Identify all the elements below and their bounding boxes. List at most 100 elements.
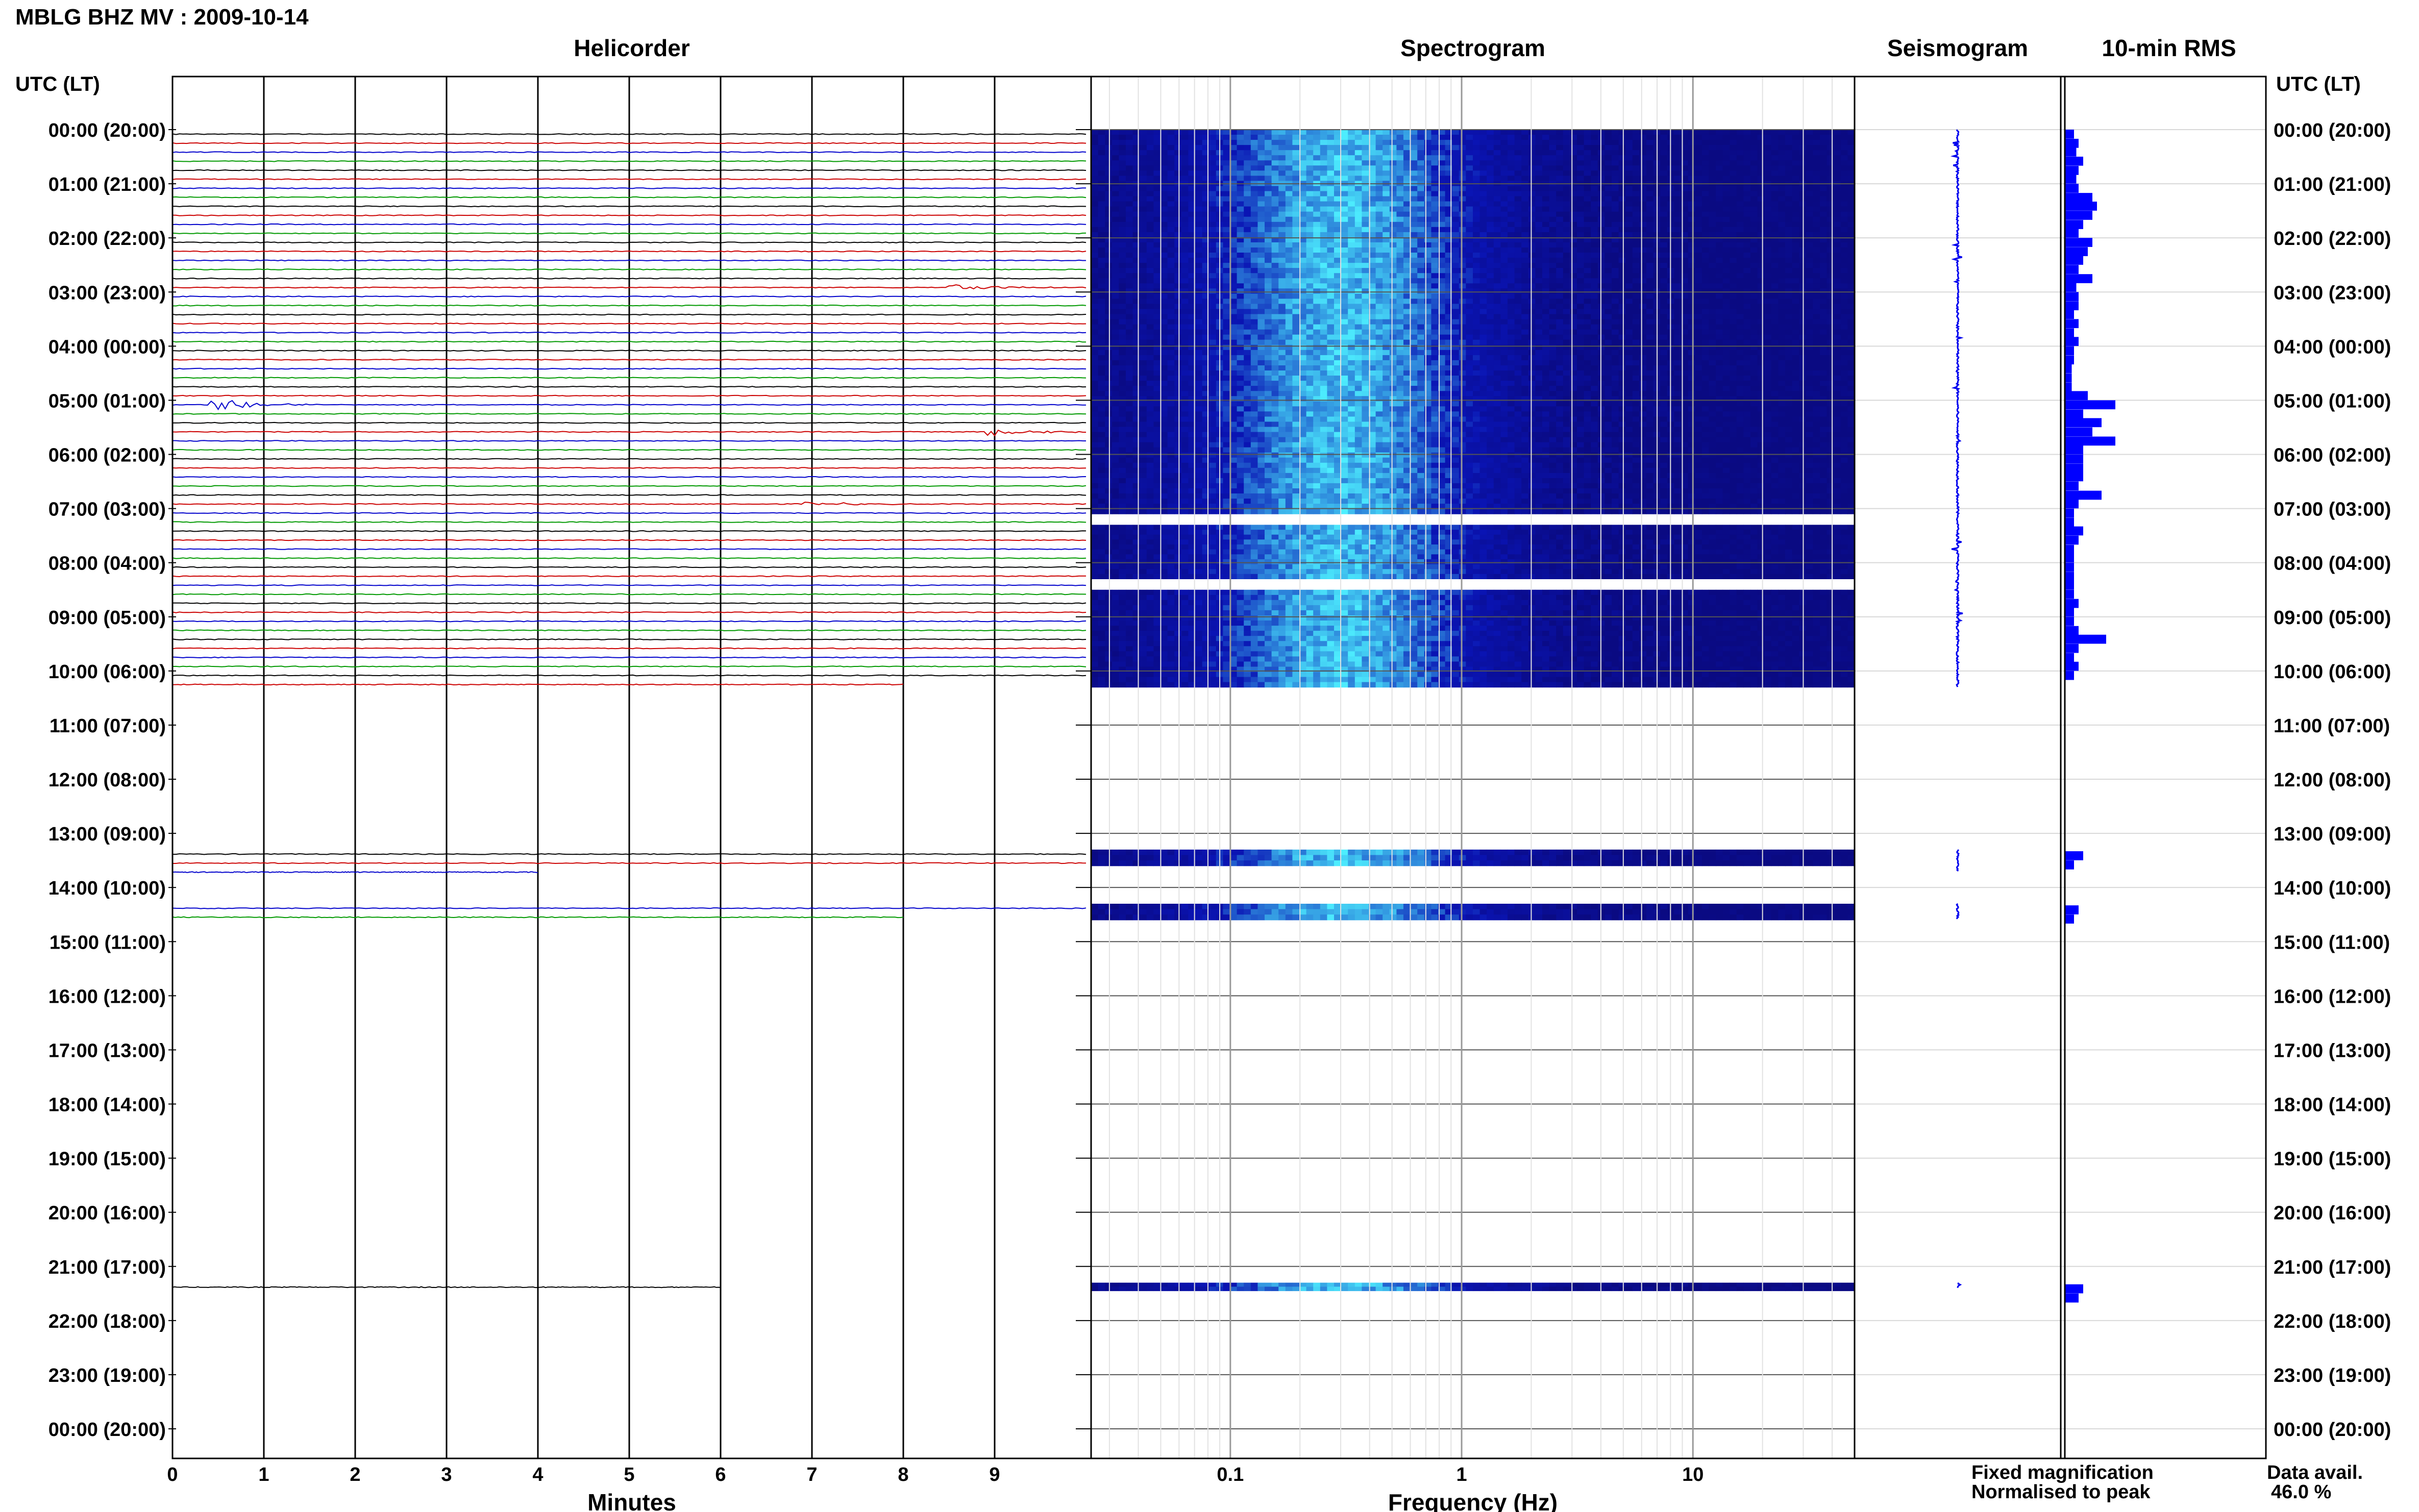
spectrogram-cell xyxy=(1153,293,1161,299)
spectrogram-cell xyxy=(1514,339,1522,345)
spectrogram-cell xyxy=(1313,196,1321,202)
spectrogram-cell xyxy=(1140,242,1147,248)
spectrogram-cell xyxy=(1098,201,1105,207)
spectrogram-cell xyxy=(1563,170,1570,176)
spectrogram-cell xyxy=(1521,319,1529,325)
spectrogram-cell xyxy=(1424,150,1431,156)
spectrogram-cell xyxy=(1105,263,1113,268)
spectrogram-cell xyxy=(1140,329,1147,335)
spectrogram-cell xyxy=(1459,242,1466,248)
spectrogram-cell xyxy=(1140,186,1147,192)
spectrogram-cell xyxy=(1799,160,1807,166)
spectrogram-cell xyxy=(1730,145,1737,151)
spectrogram-cell xyxy=(1438,324,1446,330)
spectrogram-cell xyxy=(1743,344,1751,351)
spectrogram-cell xyxy=(1584,324,1591,330)
spectrogram-cell xyxy=(1278,293,1286,299)
spectrogram-cell xyxy=(1369,288,1376,294)
spectrogram-cell xyxy=(1174,145,1182,151)
spectrogram-cell xyxy=(1362,191,1369,197)
spectrogram-cell xyxy=(1764,247,1772,253)
spectrogram-cell xyxy=(1834,268,1841,274)
spectrogram-cell xyxy=(1334,344,1342,351)
spectrogram-cell xyxy=(1292,140,1300,145)
spectrogram-cell xyxy=(1730,221,1737,228)
spectrogram-cell xyxy=(1584,278,1591,284)
spectrogram-cell xyxy=(1563,355,1570,361)
spectrogram-cell xyxy=(1701,288,1709,294)
spectrogram-cell xyxy=(1528,268,1536,274)
spectrogram-cell xyxy=(1597,130,1605,135)
spectrogram-cell xyxy=(1265,278,1272,284)
spectrogram-cell xyxy=(1535,237,1543,243)
spectrogram-cell xyxy=(1487,273,1494,279)
spectrogram-cell xyxy=(1639,324,1647,330)
spectrogram-cell xyxy=(1730,165,1737,171)
spectrogram-cell xyxy=(1709,339,1716,345)
spectrogram-cell xyxy=(1438,211,1446,217)
spectrogram-cell xyxy=(1237,324,1244,330)
spectrogram-cell xyxy=(1265,288,1272,294)
spectrogram-cell xyxy=(1605,160,1612,166)
spectrogram-cell xyxy=(1473,278,1480,284)
spectrogram-cell xyxy=(1813,206,1820,212)
spectrogram-cell xyxy=(1389,130,1397,135)
spectrogram-cell xyxy=(1119,191,1126,197)
spectrogram-cell xyxy=(1389,150,1397,156)
spectrogram-cell xyxy=(1396,150,1404,156)
spectrogram-cell xyxy=(1514,314,1522,320)
spectrogram-cell xyxy=(1431,329,1439,335)
spectrogram-cell xyxy=(1716,273,1723,279)
spectrogram-cell xyxy=(1757,155,1765,161)
spectrogram-cell xyxy=(1334,288,1342,294)
spectrogram-cell xyxy=(1799,355,1807,361)
spectrogram-cell xyxy=(1514,329,1522,335)
spectrogram-cell xyxy=(1722,324,1730,330)
spectrogram-cell xyxy=(1473,201,1480,207)
spectrogram-cell xyxy=(1223,314,1230,320)
spectrogram-cell xyxy=(1327,360,1335,366)
spectrogram-cell xyxy=(1487,211,1494,217)
spectrogram-cell xyxy=(1785,221,1793,228)
spectrogram-cell xyxy=(1618,268,1626,274)
spectrogram-cell xyxy=(1424,227,1431,233)
spectrogram-cell xyxy=(1250,283,1258,289)
spectrogram-cell xyxy=(1695,268,1702,274)
spectrogram-cell xyxy=(1223,140,1230,145)
spectrogram-cell xyxy=(1688,293,1695,299)
spectrogram-cell xyxy=(1250,130,1258,135)
spectrogram-cell xyxy=(1639,288,1647,294)
spectrogram-cell xyxy=(1514,324,1522,330)
spectrogram-cell xyxy=(1299,130,1307,135)
spectrogram-cell xyxy=(1722,263,1730,268)
spectrogram-cell xyxy=(1334,350,1342,356)
spectrogram-cell xyxy=(1383,170,1390,176)
spectrogram-cell xyxy=(1764,355,1772,361)
spectrogram-cell xyxy=(1417,150,1425,156)
spectrogram-cell xyxy=(1681,324,1689,330)
spectrogram-cell xyxy=(1195,299,1203,304)
spectrogram-cell xyxy=(1244,319,1251,325)
spectrogram-cell xyxy=(1570,206,1577,212)
spectrogram-cell xyxy=(1826,309,1834,315)
spectrogram-cell xyxy=(1764,227,1772,233)
spectrogram-cell xyxy=(1799,283,1807,289)
spectrogram-cell xyxy=(1285,176,1293,181)
spectrogram-cell xyxy=(1785,339,1793,345)
spectrogram-cell xyxy=(1265,263,1272,268)
spectrogram-cell xyxy=(1799,344,1807,351)
spectrogram-cell xyxy=(1320,304,1327,309)
spectrogram-cell xyxy=(1743,232,1751,238)
spectrogram-cell xyxy=(1806,176,1813,181)
spectrogram-cell xyxy=(1730,314,1737,320)
spectrogram-cell xyxy=(1410,242,1418,248)
spectrogram-cell xyxy=(1771,160,1779,166)
spectrogram-cell xyxy=(1188,258,1196,263)
spectrogram-cell xyxy=(1244,304,1251,309)
spectrogram-cell xyxy=(1556,344,1564,351)
spectrogram-cell xyxy=(1834,355,1841,361)
spectrogram-cell xyxy=(1181,242,1189,248)
spectrogram-cell xyxy=(1354,191,1362,197)
spectrogram-cell xyxy=(1535,201,1543,207)
spectrogram-cell xyxy=(1743,186,1751,192)
